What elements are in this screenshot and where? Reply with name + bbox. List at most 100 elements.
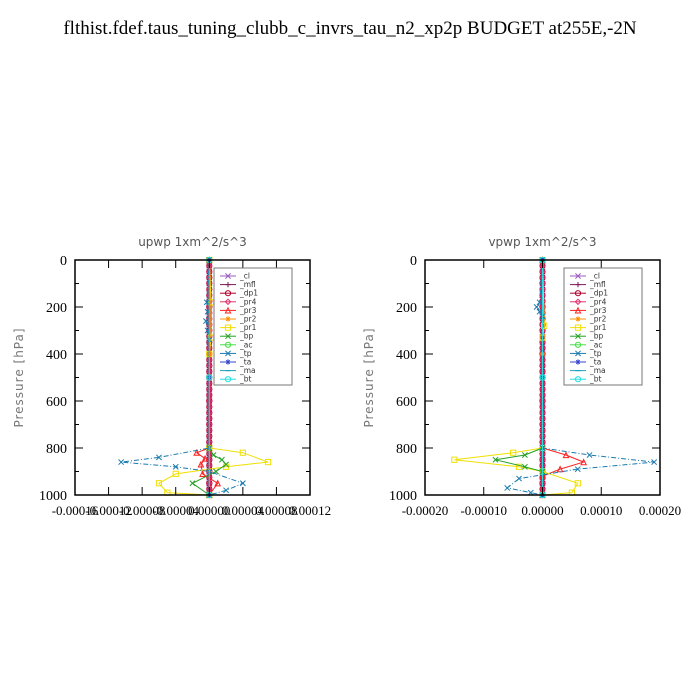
legend-label: _mfl <box>589 280 606 289</box>
legend-label: _ac <box>239 340 252 349</box>
legend-label: _pr4 <box>589 297 607 306</box>
legend-label: _pr4 <box>239 297 257 306</box>
legend-entry: _ac <box>220 340 252 349</box>
legend-label: _ma <box>239 366 256 375</box>
legend-label: _mfl <box>239 280 256 289</box>
legend-marker <box>225 273 231 279</box>
legend-box <box>213 267 293 386</box>
data-point <box>201 454 209 462</box>
legend-label: _cl <box>589 272 600 281</box>
series-line <box>158 259 269 496</box>
legend-label: _pr2 <box>589 315 607 324</box>
data-point <box>574 466 581 473</box>
legend-entry: _pr4 <box>570 297 607 306</box>
data-point <box>586 452 593 459</box>
legend-entry: _ta <box>220 358 251 367</box>
data-point <box>521 463 528 470</box>
legend-entry: _tp <box>570 349 602 358</box>
legend-label: _cl <box>239 272 250 281</box>
data-point <box>539 374 546 381</box>
legend-entry: _ac <box>570 340 602 349</box>
data-point <box>492 456 499 463</box>
series-pr1 <box>451 256 581 499</box>
legend-marker <box>224 306 232 314</box>
data-point <box>521 452 528 459</box>
legend-label: _ta <box>589 358 601 367</box>
legend-entry: _bp <box>570 332 604 341</box>
data-point <box>118 459 125 466</box>
data-point <box>264 459 272 466</box>
x-tick-label: -0.00004 <box>152 503 199 518</box>
y-tick-label: 600 <box>46 395 67 410</box>
data-point <box>199 470 206 477</box>
y-tick-label: 1000 <box>389 489 417 504</box>
legend: _cl_mfl_dp1_pr4_pr3_pr2_pr1_bp_ac_tp_ta_… <box>213 267 293 386</box>
series-bp <box>492 257 546 498</box>
data-point <box>516 475 522 482</box>
x-tick-label: 0.00010 <box>580 503 622 518</box>
series-line <box>454 259 579 496</box>
legend-label: _ac <box>589 340 602 349</box>
legend-entry: _pr1 <box>220 323 257 332</box>
legend-entry: _pr2 <box>570 315 607 324</box>
legend-marker <box>574 298 582 306</box>
data-point <box>172 470 179 477</box>
legend-marker <box>575 273 581 279</box>
legend-marker <box>225 359 231 365</box>
legend-marker <box>574 341 582 348</box>
data-point <box>197 460 205 468</box>
legend-marker <box>574 324 582 331</box>
y-tick-label: 0 <box>60 254 67 269</box>
y-tick-label: 600 <box>396 395 417 410</box>
chart-title: upwp 1xm^2/s^3 <box>138 235 247 249</box>
data-point <box>189 480 196 487</box>
data-point <box>172 463 179 470</box>
legend-label: _ta <box>239 358 251 367</box>
legend-label: _bp <box>239 332 254 341</box>
data-point <box>218 456 225 463</box>
data-point <box>193 448 201 456</box>
legend-entry: _pr3 <box>220 306 257 315</box>
legend-entry: _bt <box>220 375 252 384</box>
data-point <box>214 479 222 487</box>
x-tick-label: -0.00008 <box>119 503 166 518</box>
data-point <box>541 322 548 329</box>
chart-title: vpwp 1xm^2/s^3 <box>488 235 596 249</box>
legend-label: _ma <box>589 366 606 375</box>
data-point <box>515 463 523 470</box>
data-point <box>451 456 458 463</box>
legend-marker <box>224 290 232 297</box>
page-title: flthist.fdef.taus_tuning_clubb_c_invrs_t… <box>63 18 637 39</box>
legend-marker <box>225 350 231 357</box>
legend-marker <box>575 359 581 365</box>
y-axis-label: Pressure [hPa] <box>362 327 376 427</box>
legend-label: _bt <box>239 375 252 384</box>
legend-entry: _tp <box>220 349 252 358</box>
legend-marker <box>225 282 231 288</box>
legend-label: _dp1 <box>239 289 258 298</box>
y-tick-label: 200 <box>46 301 67 316</box>
legend-label: _pr1 <box>589 323 607 332</box>
legend-marker <box>224 298 232 306</box>
data-point <box>155 480 163 487</box>
data-point <box>536 299 543 306</box>
x-tick-label: 0.00008 <box>255 503 297 518</box>
legend-marker <box>575 282 581 288</box>
x-tick-label: 0.00000 <box>188 503 230 518</box>
legend-entry: _dp1 <box>220 289 258 298</box>
legend-label: _tp <box>239 349 252 358</box>
data-point <box>580 458 588 466</box>
data-point <box>223 461 230 468</box>
x-tick-label: -0.00016 <box>52 503 99 518</box>
x-tick-label: 0.00020 <box>639 503 681 518</box>
data-point <box>202 318 209 325</box>
series-line <box>495 260 543 495</box>
data-point <box>562 451 570 459</box>
x-tick-label: -0.00010 <box>460 503 507 518</box>
legend-entry: _pr1 <box>570 323 607 332</box>
legend-label: _bp <box>589 332 604 341</box>
legend-entry: _bp <box>220 332 254 341</box>
legend-marker <box>574 376 582 383</box>
legend-marker <box>575 350 581 357</box>
